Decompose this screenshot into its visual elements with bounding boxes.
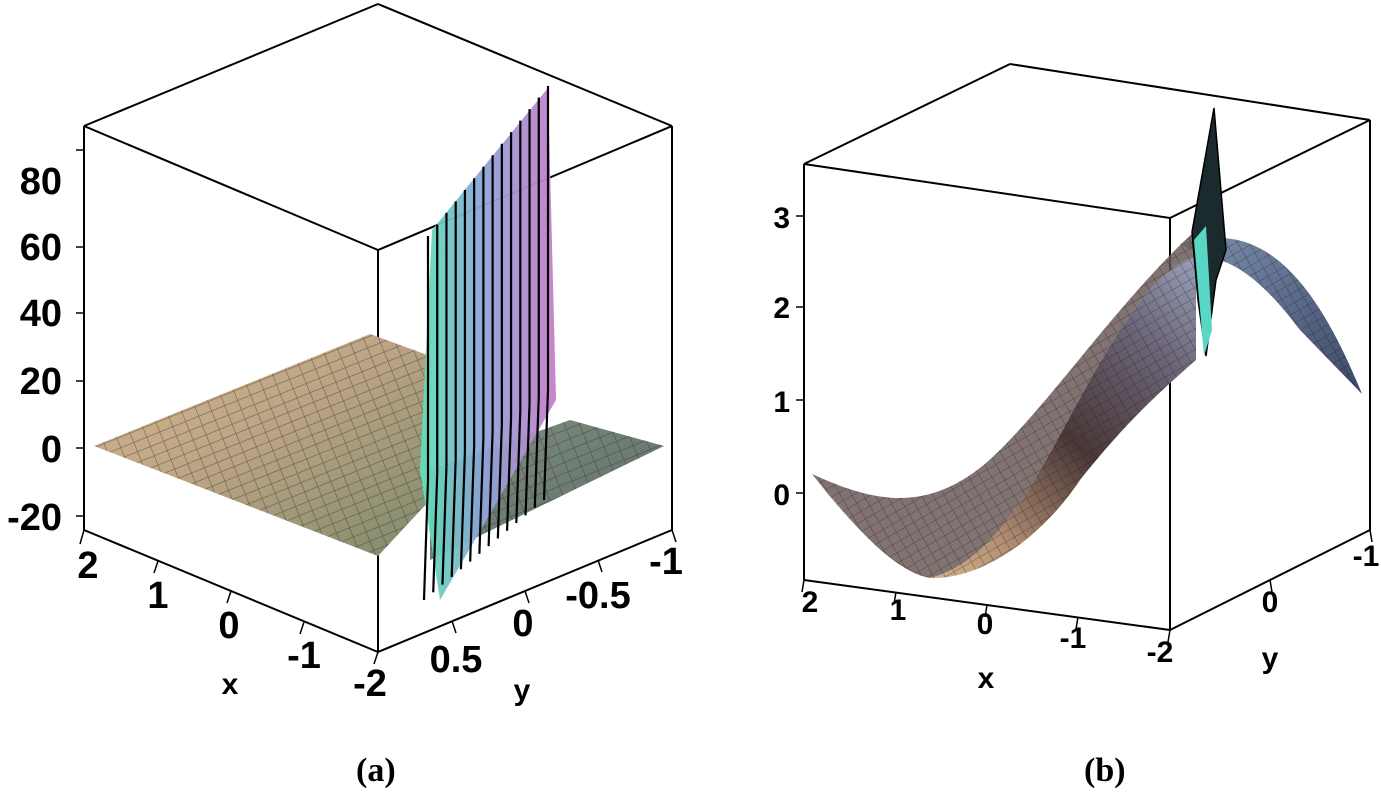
panel-a-surface bbox=[94, 86, 664, 601]
panel-a-spike-trough bbox=[469, 445, 476, 562]
panel-a-y-axis-label: y bbox=[514, 674, 531, 707]
panel-a-x-tick-neg2: -2 bbox=[353, 663, 387, 705]
panel-a-y-tick-neg1: -1 bbox=[649, 541, 683, 583]
panel-a-y-tick-0: 0 bbox=[512, 603, 533, 645]
panel-a-y-axis-ticks bbox=[451, 529, 677, 634]
panel-a-x-axis-ticks bbox=[79, 529, 379, 665]
panel-a-y-tick-0.5: 0.5 bbox=[430, 639, 483, 681]
panel-a-spike-trough bbox=[524, 403, 531, 516]
panel-a-caption: (a) bbox=[356, 752, 396, 789]
panel-b-surface bbox=[812, 107, 1362, 579]
panel-b: 3 2 1 0 2 1 0 -1 -2 x 0 -1 y bbox=[773, 63, 1380, 695]
panel-a-spike-trough bbox=[478, 438, 485, 554]
panel-a-z-tick-60: 60 bbox=[20, 227, 62, 269]
panel-a-spike-trough bbox=[505, 417, 513, 531]
panel-b-x-axis-label: x bbox=[978, 662, 995, 695]
panel-a-z-tick-80: 80 bbox=[20, 161, 62, 203]
panel-a-y-tick-neg0.5: -0.5 bbox=[565, 575, 630, 617]
panel-b-y-axis-label: y bbox=[1262, 642, 1279, 675]
panel-a-spike-trough bbox=[542, 389, 550, 501]
panel-b-y-tick-0: 0 bbox=[1262, 586, 1279, 619]
panel-a-spike-trough bbox=[432, 473, 439, 593]
panel-a-spike-trough bbox=[496, 424, 503, 539]
panel-a-z-tick-40: 40 bbox=[20, 293, 62, 335]
panel-a-x-tick-1: 1 bbox=[147, 575, 168, 617]
panel-b-y-tick-neg1: -1 bbox=[1353, 540, 1380, 573]
panel-b-z-tick-3: 3 bbox=[773, 202, 790, 235]
panel-a-spike-trough bbox=[422, 479, 430, 601]
panel-b-z-axis bbox=[796, 215, 804, 494]
panel-b-caption: (b) bbox=[1084, 752, 1126, 789]
panel-a-spike-trough bbox=[533, 396, 540, 508]
panel-a-z-axis bbox=[76, 149, 84, 517]
panel-b-z-tick-0: 0 bbox=[773, 479, 790, 512]
panel-a-z-tick-0: 0 bbox=[41, 429, 62, 471]
panel-b-y-axis-ticks bbox=[1269, 529, 1373, 593]
panel-a-z-tick-20: 20 bbox=[20, 361, 62, 403]
panel-a-spike-trough bbox=[459, 452, 467, 570]
panel-a-spike-trough bbox=[487, 431, 494, 547]
panel-b-x-tick-1: 1 bbox=[890, 594, 907, 627]
panel-a-spike-trough bbox=[450, 459, 457, 577]
panel-b-x-axis-ticks bbox=[801, 579, 1171, 643]
panel-b-x-tick-neg1: -1 bbox=[1060, 622, 1087, 655]
panel-a-spike-trough bbox=[515, 410, 522, 524]
panel-b-z-tick-2: 2 bbox=[773, 292, 790, 325]
panel-a-z-tick-neg20: -20 bbox=[7, 497, 62, 539]
panel-a: 80 60 40 20 0 -20 2 1 0 -1 -2 x 0.5 0 -0… bbox=[7, 3, 683, 707]
panel-b-z-tick-1: 1 bbox=[773, 386, 790, 419]
panel-a-x-tick-2: 2 bbox=[77, 545, 98, 587]
panel-b-x-tick-neg2: -2 bbox=[1147, 636, 1174, 669]
panel-b-x-tick-2: 2 bbox=[802, 586, 819, 619]
panel-a-x-tick-neg1: -1 bbox=[287, 635, 321, 677]
panel-a-x-axis-label: x bbox=[222, 668, 239, 701]
panel-a-x-tick-0: 0 bbox=[218, 605, 239, 647]
panel-a-ridge-spikes bbox=[422, 86, 550, 601]
panel-b-x-tick-0: 0 bbox=[977, 608, 994, 641]
panel-a-spike-trough bbox=[441, 466, 448, 585]
